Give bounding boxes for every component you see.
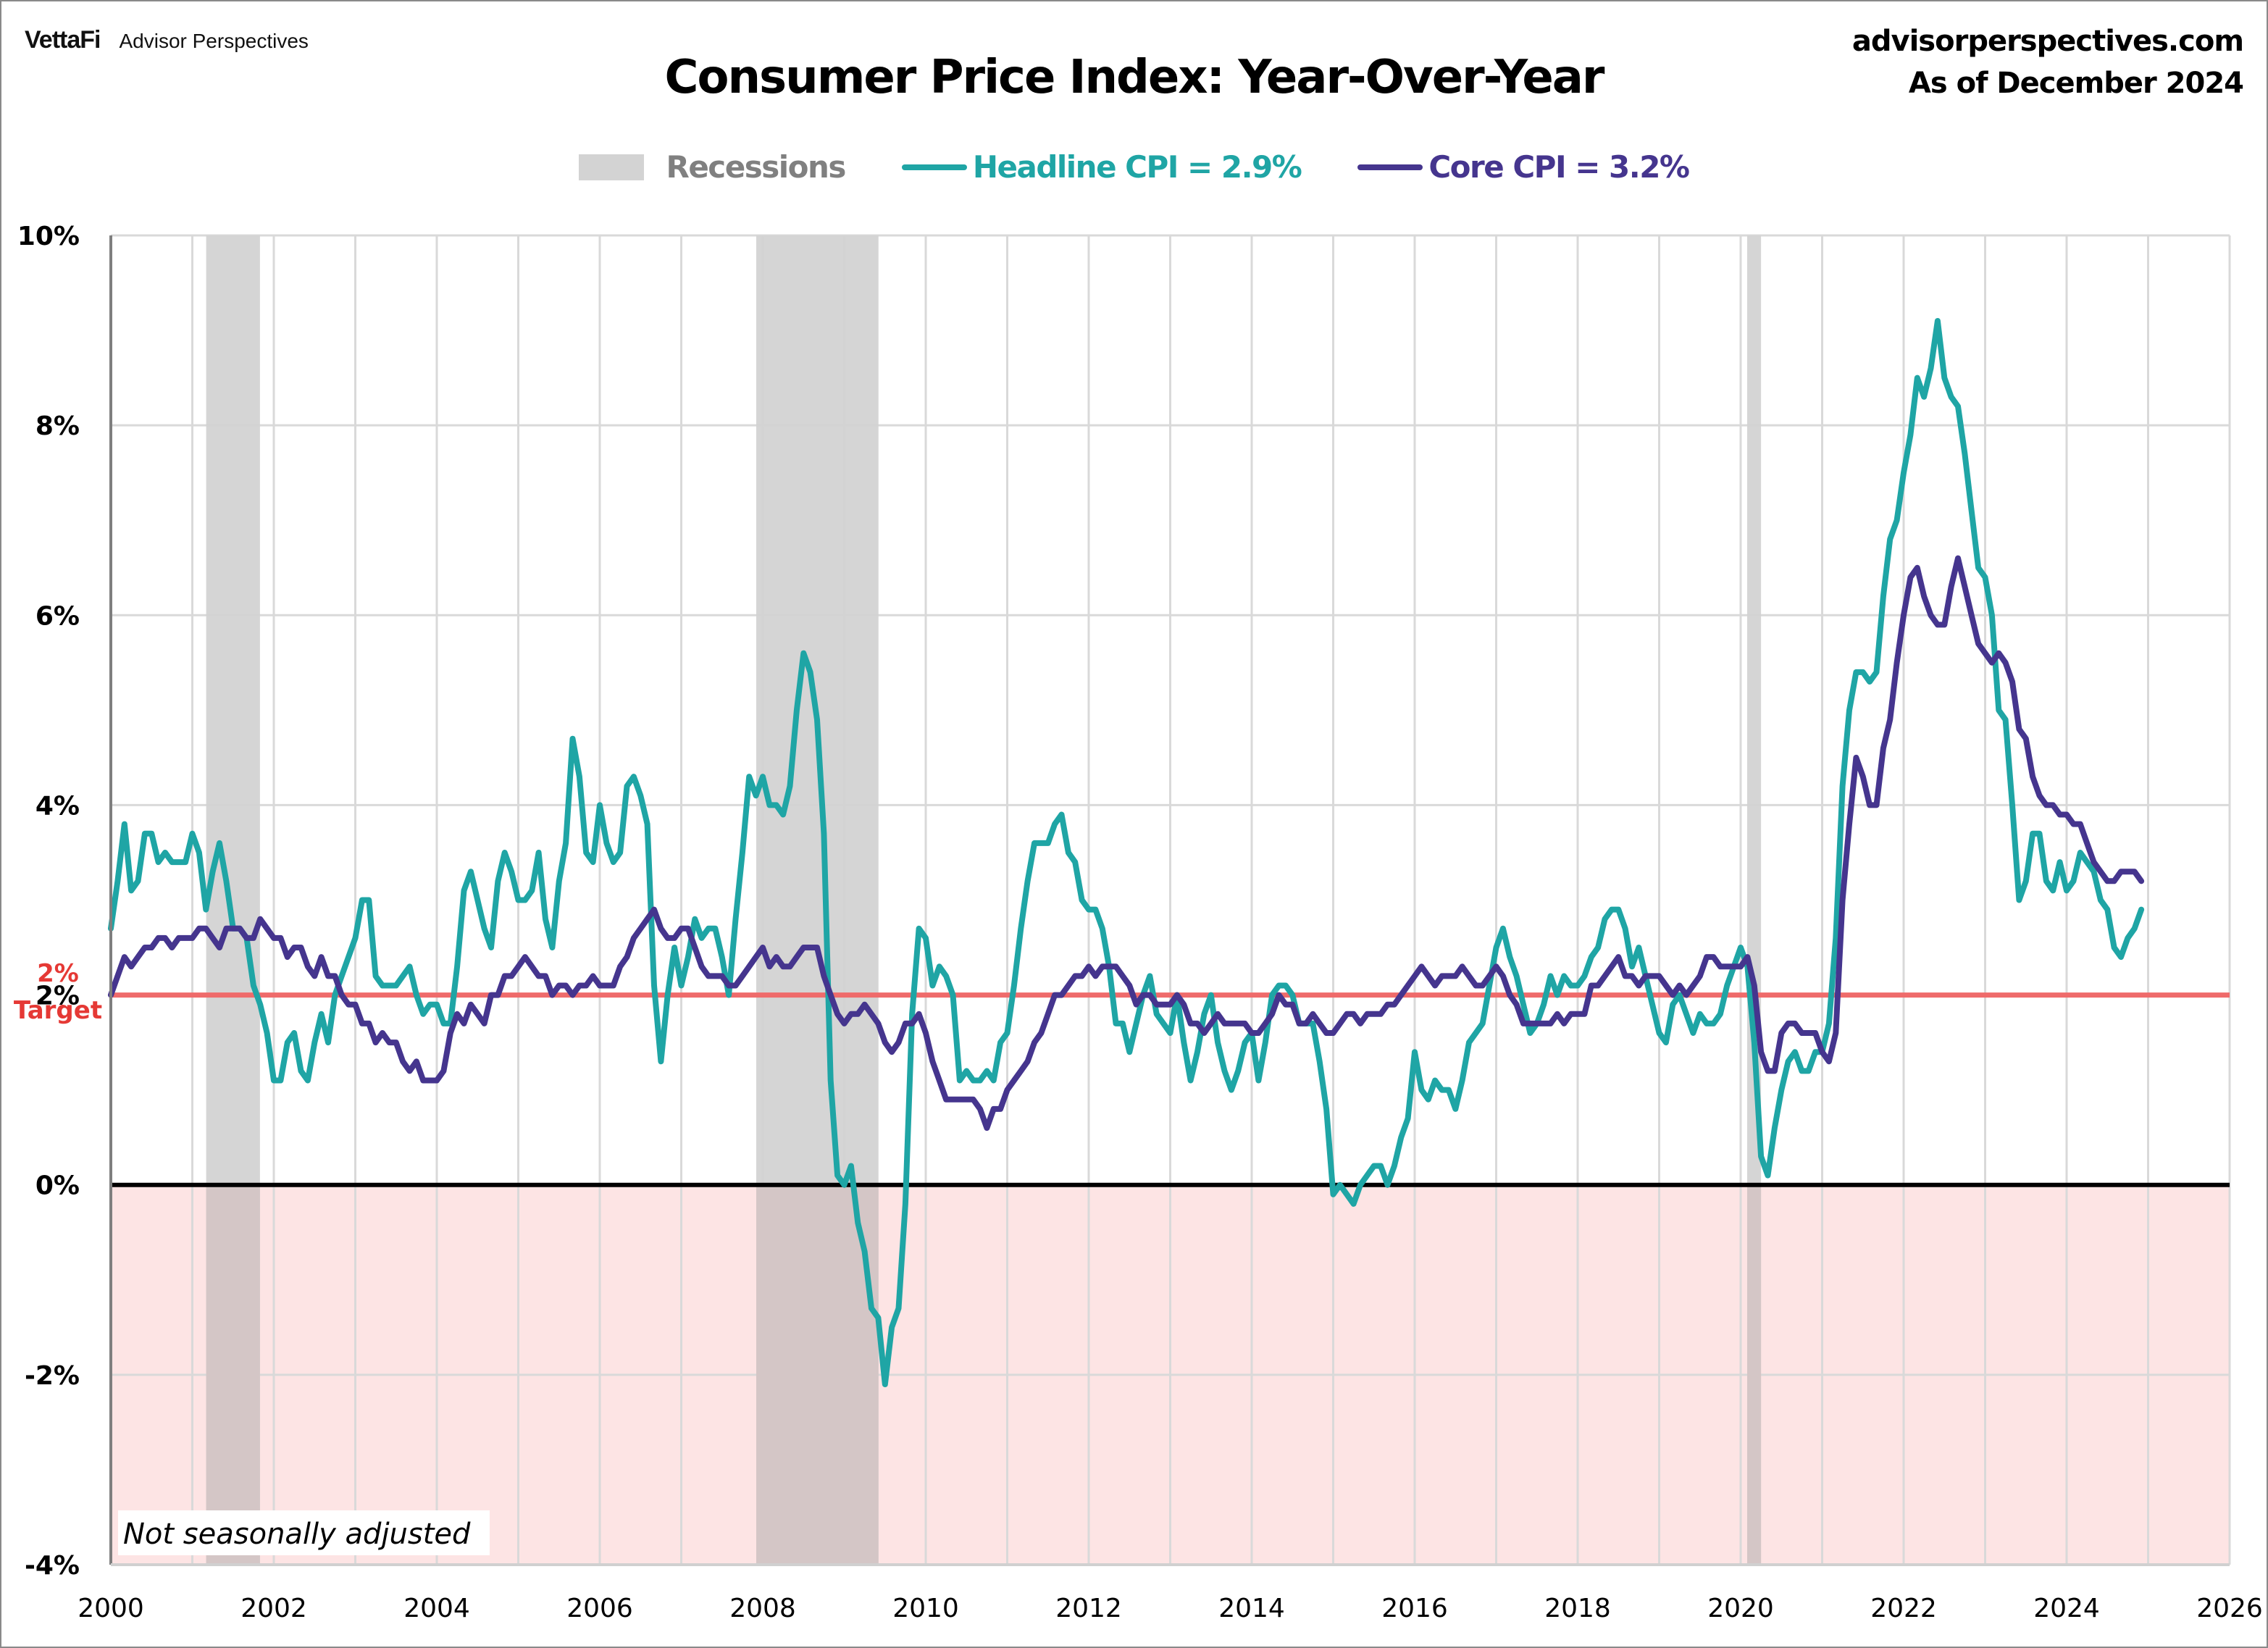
axes: [109, 235, 2230, 1566]
x-tick-label: 2012: [1055, 1594, 1122, 1623]
target-label-pct: 2%: [37, 959, 79, 988]
x-tick-label: 2010: [892, 1594, 959, 1623]
headline-cpi-line: [108, 318, 2145, 1387]
x-tick-label: 2004: [403, 1594, 470, 1623]
recession-band-negative: [1747, 1184, 1762, 1565]
legend-item-recessions: Recessions: [579, 149, 846, 185]
chart-title: Consumer Price Index: Year-Over-Year: [664, 51, 1605, 104]
x-tick-label: 2014: [1218, 1594, 1285, 1623]
target-label: 2% Target: [14, 959, 102, 1025]
legend-item-headline: Headline CPI = 2.9%: [901, 149, 1302, 185]
tick-labels: 10% 8% 6% 4% 2% 0% -2% -4% 2000 2002 2004 2006 2008 2…: [17, 222, 2263, 1623]
recession-band-negative: [206, 1184, 260, 1565]
x-tick-label: 2020: [1707, 1594, 1774, 1623]
note-text: Not seasonally adjusted: [123, 1518, 471, 1551]
recession-band-negative: [756, 1184, 879, 1565]
core-line-swatch: [1357, 164, 1423, 170]
x-tick-label: 2026: [2196, 1594, 2263, 1623]
legend-item-core: Core CPI = 3.2%: [1357, 149, 1690, 185]
x-tick-label: 2016: [1381, 1594, 1448, 1623]
note-box: [118, 1510, 490, 1555]
core-cpi-line: [108, 555, 2145, 1132]
x-tick-label: 2018: [1544, 1594, 1611, 1623]
legend-label-core: Core CPI = 3.2%: [1428, 149, 1690, 185]
series-layer: [108, 318, 2145, 1387]
vettafi-logo: VettaFi: [25, 26, 101, 54]
x-tick-label: 2002: [240, 1594, 307, 1623]
y-tick-label: 2%: [35, 982, 80, 1011]
recession-swatch: [579, 154, 645, 180]
as-of-date: As of December 2024: [1908, 67, 2244, 100]
headline-line-swatch: [901, 164, 967, 170]
x-tick-label: 2008: [729, 1594, 796, 1623]
legend: Recessions Headline CPI = 2.9% Core CPI …: [0, 149, 2268, 185]
y-tick-label: -2%: [25, 1361, 80, 1391]
brand: VettaFi Advisor Perspectives: [25, 26, 309, 54]
legend-label-recessions: Recessions: [666, 149, 846, 185]
site-url: advisorperspectives.com: [1851, 25, 2244, 58]
recession-bands: [206, 235, 1762, 1565]
y-tick-label: 10%: [17, 222, 80, 251]
x-tick-label: 2022: [1870, 1594, 1937, 1623]
note-layer: Not seasonally adjusted: [118, 1510, 490, 1555]
x-tick-label: 2000: [78, 1594, 144, 1623]
y-tick-label: 8%: [35, 411, 80, 441]
source-block: advisorperspectives.com As of December 2…: [1851, 20, 2244, 104]
legend-label-headline: Headline CPI = 2.9%: [972, 149, 1302, 185]
y-tick-label: -4%: [25, 1551, 80, 1581]
y-tick-label: 4%: [35, 791, 80, 821]
brand-subtitle: Advisor Perspectives: [119, 30, 309, 52]
target-label-text: Target: [14, 996, 102, 1025]
y-tick-label: 6%: [35, 601, 80, 631]
x-tick-label: 2024: [2033, 1594, 2100, 1623]
x-tick-label: 2006: [566, 1594, 633, 1623]
y-tick-label: 0%: [35, 1171, 80, 1201]
